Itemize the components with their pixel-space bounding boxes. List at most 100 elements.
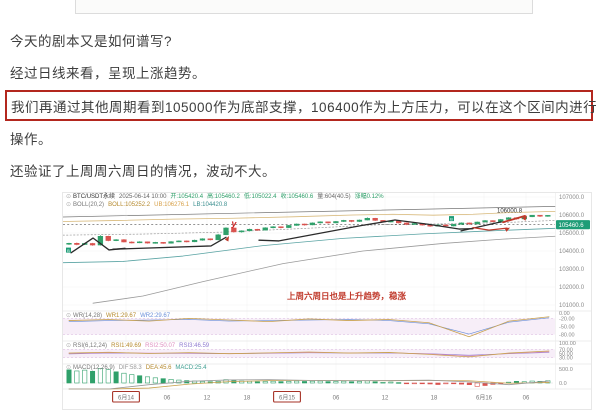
- macd-bar: [74, 370, 80, 384]
- rsi1-line: [68, 350, 550, 358]
- price-axis-label: 104000.0: [559, 249, 585, 255]
- candle-body: [364, 217, 370, 221]
- price-axis-label: 102000.0: [559, 285, 585, 291]
- candle-body: [482, 220, 488, 223]
- candle-body: [301, 223, 308, 226]
- rsi-axis-label: 70.00: [559, 347, 573, 353]
- macd-bar: [254, 381, 260, 384]
- macd-bar: [364, 380, 370, 384]
- candle-body: [372, 217, 378, 221]
- candle-body: [231, 227, 237, 233]
- highlighted-paragraph: 我们再通过其他周期看到105000作为底部支撑，106400作为上方压力，可以在…: [5, 90, 597, 121]
- candle-body: [356, 219, 363, 222]
- rsi2-line: [68, 351, 550, 357]
- red-arrow-icon: [224, 236, 229, 242]
- price-axis-label: 105000.0: [559, 231, 585, 237]
- macd-bar: [333, 381, 339, 384]
- candle-body: [411, 223, 418, 225]
- order-marker: [66, 247, 71, 253]
- macd-bar: [286, 381, 292, 384]
- candle-body: [451, 224, 457, 227]
- rsi-axis-label: 50.00: [559, 352, 573, 358]
- wr-axis-label: -50.00: [559, 325, 575, 331]
- candle-body: [490, 220, 496, 222]
- macd-bar: [137, 375, 143, 384]
- candle-body: [152, 242, 158, 244]
- trendline: [112, 236, 227, 250]
- last-price-tag-value: 105460.6: [559, 223, 585, 229]
- candle-body: [129, 241, 135, 244]
- macd-bar: [419, 382, 425, 385]
- price-axis-label: 101000.0: [559, 303, 585, 309]
- price-axis-label: 106000.0: [559, 213, 585, 219]
- paragraph-question: 今天的剧本又是如何谱写?: [10, 34, 173, 49]
- macd-bar: [278, 381, 284, 384]
- macd-bar: [443, 382, 449, 385]
- candle-body: [262, 227, 268, 231]
- macd-bar: [90, 370, 96, 384]
- macd-bar: [270, 380, 276, 384]
- red-annotation-line: [502, 214, 526, 224]
- rsi-axis-label: 100.00: [559, 341, 576, 347]
- paragraph-operation: 操作。: [10, 132, 52, 147]
- macd-bar: [404, 382, 410, 385]
- dif-line: [68, 379, 550, 390]
- candle-body: [97, 235, 104, 246]
- candle-body: [341, 220, 347, 222]
- candle-body: [474, 221, 480, 225]
- candle-body: [168, 241, 174, 244]
- candle-body: [160, 242, 166, 244]
- trendline: [258, 219, 396, 242]
- candle-body: [309, 222, 315, 226]
- candle-body: [121, 239, 127, 243]
- high-price-label: 106000.8: [497, 208, 523, 214]
- macd-bar: [317, 380, 323, 384]
- candle-body: [223, 227, 229, 236]
- candle-body: [403, 222, 410, 225]
- macd-bar: [66, 369, 72, 384]
- candle-body: [466, 222, 473, 225]
- price-axis-label: 107000.0: [559, 195, 585, 201]
- candlestick-chart: 107000.0 106000.0 105000.0 104000.0 103000.0…: [63, 193, 591, 403]
- x-axis-label: 6月16: [476, 395, 493, 402]
- candle-body: [529, 214, 535, 218]
- macd-bar: [411, 382, 417, 385]
- chart-note-text: 上周六周日也是上升趋势，稳涨: [287, 291, 407, 301]
- wr-axis-label: 0.00: [559, 311, 570, 317]
- cropped-content-above: [75, 0, 533, 14]
- wr-axis-label: -20.00: [559, 316, 575, 322]
- x-axis-highlight-box: [112, 390, 140, 403]
- wr-band: [63, 318, 555, 335]
- x-axis-label: 12: [204, 396, 211, 402]
- ma-gray-line: [92, 235, 556, 304]
- macd-axis-label: 0.0: [559, 381, 567, 387]
- candle-body: [294, 223, 300, 226]
- macd-bar: [466, 382, 472, 385]
- paragraph-daily-trend: 经过日线来看，呈现上涨趋势。: [10, 66, 206, 81]
- candle-body: [207, 238, 213, 241]
- red-arrow-icon: [504, 227, 510, 232]
- candle-body: [254, 228, 261, 231]
- wr2-line: [68, 317, 550, 335]
- x-axis-label: 6月15: [279, 395, 296, 402]
- rsi-axis-label: 30.00: [559, 356, 573, 362]
- candle-body: [215, 234, 221, 241]
- order-marker-label: B: [450, 216, 453, 221]
- macd-bar: [121, 372, 127, 384]
- x-axis-label: 6月14: [118, 395, 135, 402]
- price-axis-label: 103000.0: [559, 267, 585, 273]
- x-axis-label: 12: [382, 396, 389, 402]
- highlight-text: 我们再通过其他周期看到105000作为底部支撑，106400作为上方压力，可以在…: [11, 99, 598, 115]
- trading-chart-image[interactable]: 107000.0 106000.0 105000.0 104000.0 103000.0…: [62, 192, 592, 410]
- macd-bar: [129, 374, 135, 384]
- macd-bar: [247, 381, 253, 384]
- macd-bar: [152, 377, 158, 384]
- last-price-tag: [556, 220, 590, 230]
- candle-body: [443, 224, 449, 227]
- wr-axis-label: -80.00: [559, 333, 575, 339]
- red-annotation-line: [472, 226, 508, 231]
- macd-bar: [105, 369, 111, 384]
- x-axis-label: 18: [431, 396, 438, 402]
- candle-body: [184, 240, 190, 243]
- rsi-band: [63, 349, 555, 358]
